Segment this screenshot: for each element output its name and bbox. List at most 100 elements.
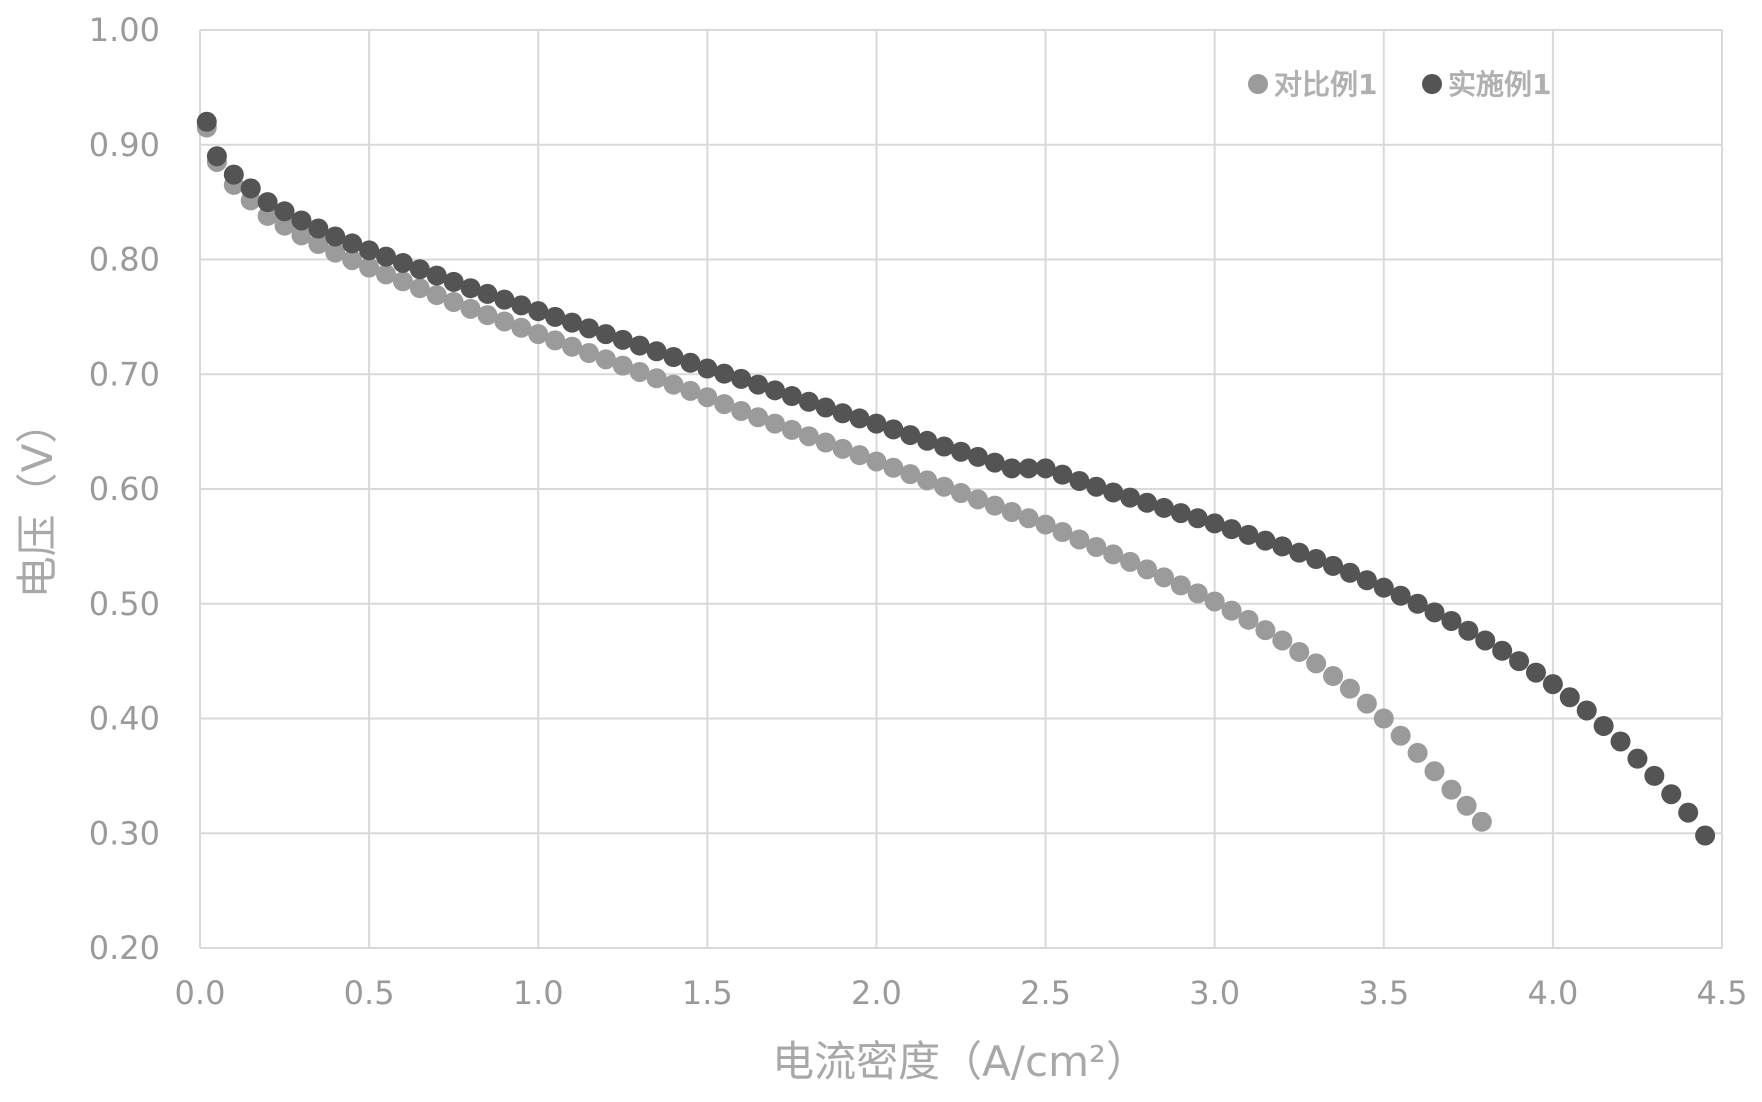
- y-tick-label: 0.30: [89, 814, 160, 852]
- data-point: [494, 311, 515, 332]
- data-point: [866, 413, 887, 434]
- data-point: [663, 347, 684, 368]
- data-point: [545, 330, 566, 351]
- data-point: [392, 252, 413, 273]
- data-point: [494, 289, 515, 310]
- data-point: [1187, 583, 1208, 604]
- data-point: [1052, 464, 1073, 485]
- data-point: [781, 386, 802, 407]
- data-point: [764, 380, 785, 401]
- data-point: [342, 250, 363, 271]
- data-point: [477, 283, 498, 304]
- data-point: [1255, 530, 1276, 551]
- data-point: [612, 329, 633, 350]
- data-point: [1424, 602, 1445, 623]
- data-point: [477, 305, 498, 326]
- data-point: [1153, 567, 1174, 588]
- x-tick-label: 0.0: [175, 974, 226, 1012]
- y-tick-label: 0.20: [89, 929, 160, 967]
- data-point: [663, 374, 684, 395]
- data-point: [1644, 765, 1665, 786]
- data-point: [1492, 640, 1513, 661]
- data-point: [731, 400, 752, 421]
- data-point: [731, 368, 752, 389]
- data-point: [1339, 678, 1360, 699]
- data-point: [1525, 662, 1546, 683]
- data-point: [376, 246, 397, 267]
- series-2: [196, 111, 1716, 846]
- data-point: [1052, 522, 1073, 543]
- data-point: [832, 403, 853, 424]
- data-point: [1456, 795, 1477, 816]
- data-point: [1471, 811, 1492, 832]
- data-point: [342, 233, 363, 254]
- data-point: [325, 226, 346, 247]
- x-tick-label: 2.5: [1020, 974, 1071, 1012]
- data-point: [714, 363, 735, 384]
- data-point: [883, 419, 904, 440]
- legend: 对比例1 实施例1: [1248, 68, 1551, 101]
- data-point: [376, 264, 397, 285]
- data-point: [1069, 470, 1090, 491]
- data-point: [274, 201, 295, 222]
- legend-label-series-1: 对比例1: [1274, 68, 1377, 101]
- data-point: [1137, 492, 1158, 513]
- data-point: [1390, 725, 1411, 746]
- legend-marker-series-2: [1422, 74, 1442, 94]
- data-point: [951, 441, 971, 462]
- data-point: [460, 278, 481, 299]
- data-point: [1424, 761, 1445, 782]
- data-point: [917, 430, 938, 451]
- data-point: [1289, 641, 1310, 662]
- data-point: [1661, 784, 1682, 805]
- data-point: [578, 318, 599, 339]
- data-point: [1373, 577, 1394, 598]
- data-point: [1289, 542, 1310, 563]
- data-point: [917, 470, 938, 491]
- data-point: [308, 234, 329, 255]
- data-point: [595, 324, 616, 345]
- data-point: [849, 445, 870, 466]
- data-point: [308, 218, 329, 239]
- data-point: [612, 355, 633, 376]
- data-point: [426, 285, 447, 306]
- data-point: [781, 419, 802, 440]
- data-point: [1593, 715, 1614, 736]
- data-point: [1339, 562, 1360, 583]
- data-point: [511, 317, 532, 338]
- data-point: [967, 446, 988, 467]
- data-point: [545, 306, 566, 327]
- data-point: [1610, 731, 1631, 752]
- data-point: [1407, 593, 1428, 614]
- y-tick-label: 0.60: [89, 470, 160, 508]
- y-tick-label: 0.50: [89, 585, 160, 623]
- data-point: [1035, 458, 1056, 479]
- data-point: [849, 408, 870, 429]
- data-point: [1137, 559, 1158, 580]
- data-point: [815, 397, 836, 418]
- y-axis-title: 电压（V）: [13, 402, 62, 599]
- data-point: [984, 495, 1005, 516]
- data-point: [1170, 503, 1191, 524]
- data-point: [325, 242, 346, 263]
- grid: [199, 29, 1723, 949]
- data-point: [426, 265, 447, 286]
- data-point: [1306, 548, 1327, 569]
- data-point: [1187, 508, 1208, 529]
- y-tick-label: 0.70: [89, 355, 160, 393]
- data-point: [1390, 585, 1411, 606]
- data-point: [528, 324, 549, 345]
- data-point: [1373, 708, 1394, 729]
- data-point: [934, 436, 955, 457]
- data-point: [443, 291, 464, 312]
- data-point: [748, 374, 769, 395]
- data-point: [595, 349, 616, 370]
- data-point: [1001, 501, 1022, 522]
- data-point: [1035, 514, 1056, 535]
- data-point: [883, 457, 904, 478]
- data-point: [1120, 551, 1141, 572]
- data-point: [748, 407, 769, 428]
- data-point: [409, 278, 430, 299]
- data-point: [1018, 458, 1039, 479]
- x-tick-label: 4.5: [1697, 974, 1748, 1012]
